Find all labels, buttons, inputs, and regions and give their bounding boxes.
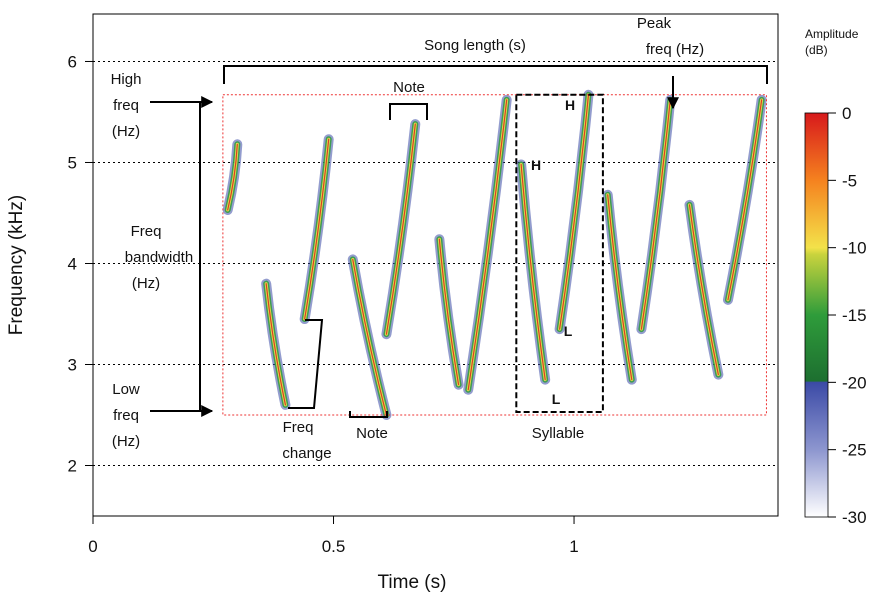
y-axis-title: Frequency (kHz): [6, 195, 27, 335]
colorbar-title: Amplitude: [805, 27, 859, 41]
note-trace: [353, 259, 387, 415]
annotation: (Hz): [112, 123, 140, 140]
colorbar: [805, 113, 828, 517]
annotation: High: [111, 71, 142, 88]
annotation: change: [282, 445, 331, 462]
note-trace: [608, 195, 632, 380]
song-bracket: [224, 66, 767, 84]
x-axis-title: Time (s): [378, 572, 447, 593]
annotation: Peak: [637, 15, 672, 32]
annotation: L: [552, 391, 561, 407]
note-trace: [728, 100, 762, 300]
colorbar-tick-label: -5: [842, 171, 857, 190]
annotation: Note: [356, 425, 388, 442]
y-tick-label: 6: [68, 52, 77, 71]
note-trace: [560, 95, 589, 329]
annotation: Note: [393, 79, 425, 96]
annotation: L: [564, 323, 573, 339]
colorbar-tick-label: -25: [842, 441, 867, 460]
annotation: freq (Hz): [646, 41, 704, 58]
colorbar-tick-label: -10: [842, 239, 867, 258]
annotation: freq: [113, 407, 139, 424]
note-trace: [386, 124, 415, 334]
y-tick-label: 5: [68, 153, 77, 172]
annotation: freq: [113, 97, 139, 114]
song-box: [223, 95, 767, 415]
colorbar-tick-label: -30: [842, 508, 867, 527]
annotation: Low: [112, 381, 140, 398]
colorbar-title: (dB): [805, 43, 828, 57]
y-tick-label: 3: [68, 355, 77, 374]
note-trace: [468, 100, 506, 390]
annotation: (Hz): [112, 433, 140, 450]
x-tick-label: 0: [88, 537, 97, 556]
note-trace: [641, 100, 670, 329]
x-tick-label: 1: [569, 537, 578, 556]
note-bracket: [390, 104, 427, 120]
note-trace: [521, 164, 545, 379]
y-tick-label: 4: [68, 254, 77, 273]
y-tick-label: 2: [68, 456, 77, 475]
colorbar-tick-label: -20: [842, 373, 867, 392]
annotation: Freq: [131, 223, 162, 240]
annotation: bandwidth: [125, 249, 193, 266]
colorbar-tick-label: 0: [842, 104, 851, 123]
note-trace: [439, 239, 458, 384]
annotation: (Hz): [132, 275, 160, 292]
annotation: H: [531, 157, 541, 173]
colorbar-tick-label: -15: [842, 306, 867, 325]
plot-frame: [93, 14, 778, 516]
note-trace: [266, 284, 285, 405]
annotation: H: [565, 97, 575, 113]
annotation: Freq: [283, 419, 314, 436]
x-tick-label: 0.5: [322, 537, 346, 556]
annotation: Song length (s): [424, 37, 526, 54]
note-trace: [689, 205, 718, 375]
note-trace: [305, 139, 329, 319]
annotation: Syllable: [532, 425, 585, 442]
